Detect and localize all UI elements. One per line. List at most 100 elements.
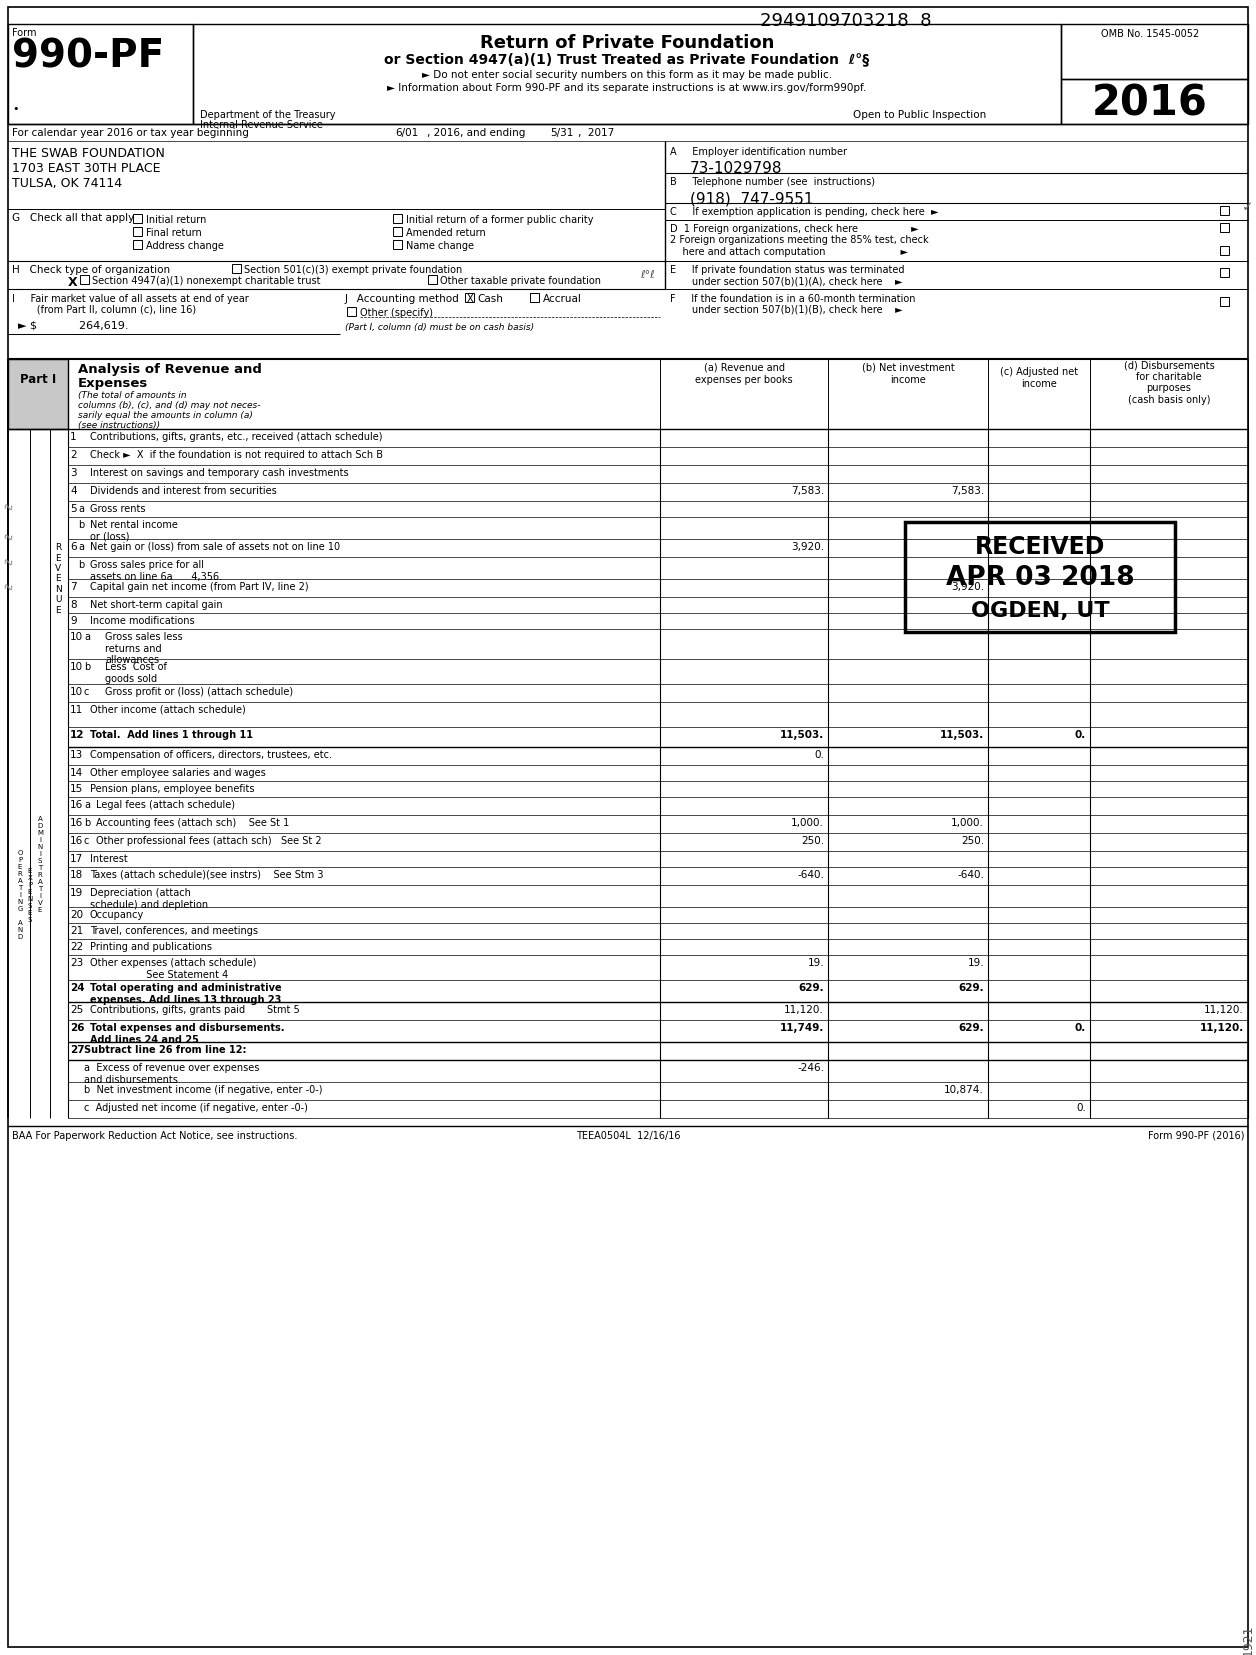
Text: b  Net investment income (if negative, enter -0-): b Net investment income (if negative, en… [84,1084,323,1094]
Bar [1220,268,1230,278]
Text: 19.: 19. [967,958,983,968]
Text: Other expenses (attach schedule)
                  See Statement 4: Other expenses (attach schedule) See Sta… [90,958,256,980]
Text: 1921: 1921 [1241,1624,1255,1655]
Text: (from Part II, column (c), line 16): (from Part II, column (c), line 16) [18,305,196,314]
Bar [8,25,193,124]
Text: Amended return: Amended return [406,228,486,238]
Text: Other employee salaries and wages: Other employee salaries and wages [90,768,266,778]
Text: 10: 10 [70,662,83,672]
Text: 10,874.: 10,874. [945,1084,983,1094]
Text: Name change: Name change [406,242,474,252]
Text: 7,583.: 7,583. [951,485,983,496]
Text: 3,920.: 3,920. [951,581,983,591]
Text: Gross rents: Gross rents [90,503,146,513]
Bar [193,25,1061,124]
Text: ✓: ✓ [1242,200,1253,213]
Bar [465,295,474,303]
Text: Contributions, gifts, grants paid       Stmt 5: Contributions, gifts, grants paid Stmt 5 [90,1005,300,1015]
Text: ► Do not enter social security numbers on this form as it may be made public.: ► Do not enter social security numbers o… [422,70,831,79]
Text: 3,920.: 3,920. [791,541,824,551]
Text: 3: 3 [70,468,77,478]
Text: a  Excess of revenue over expenses
and disbursements: a Excess of revenue over expenses and di… [84,1063,260,1084]
Text: 11,120.: 11,120. [784,1005,824,1015]
Text: 17: 17 [70,854,83,864]
Text: A     Employer identification number: A Employer identification number [669,147,847,157]
Text: Address change: Address change [146,242,224,252]
Text: H   Check type of organization: H Check type of organization [13,265,170,275]
Text: a: a [78,503,84,513]
Text: 15: 15 [70,783,83,793]
Text: 250.: 250. [961,836,983,846]
Text: Contributions, gifts, grants, etc., received (attach schedule): Contributions, gifts, grants, etc., rece… [90,432,383,442]
Text: Initial return: Initial return [146,215,206,225]
Text: 5: 5 [70,503,77,513]
Text: (d) Disbursements
for charitable
purposes
(cash basis only): (d) Disbursements for charitable purpose… [1124,359,1215,404]
Text: •: • [13,104,19,114]
Text: a: a [84,632,90,642]
Text: Less  Cost of
goods sold: Less Cost of goods sold [106,662,167,684]
Text: 73-1029798: 73-1029798 [690,161,782,175]
Text: under section 507(b)(1)(A), check here    ►: under section 507(b)(1)(A), check here ► [669,276,903,286]
Text: Department of the Treasury: Department of the Treasury [200,109,335,119]
Text: Gross sales less
returns and
allowances: Gross sales less returns and allowances [106,632,182,665]
Text: (c) Adjusted net
income: (c) Adjusted net income [1000,367,1078,389]
Text: c: c [84,687,89,697]
Text: 20: 20 [70,910,83,920]
Text: 8: 8 [70,599,77,609]
Text: -640.: -640. [798,869,824,879]
Text: 10: 10 [70,632,83,642]
Text: Form 990-PF (2016): Form 990-PF (2016) [1148,1130,1243,1140]
Text: Accrual: Accrual [543,295,582,305]
Text: Internal Revenue Service: Internal Revenue Service [200,119,323,131]
Text: 21: 21 [70,925,83,935]
Text: 4: 4 [70,485,77,496]
Text: ∿: ∿ [3,500,16,515]
Text: 2: 2 [70,450,77,460]
Bar [232,265,241,273]
Text: 13: 13 [70,750,83,760]
Text: 16: 16 [70,836,83,846]
Bar [530,295,539,303]
Text: 629.: 629. [958,1023,983,1033]
Text: RECEIVED: RECEIVED [975,535,1105,559]
Text: E
X
P
E
N
S
E
S: E X P E N S E S [28,867,33,922]
Text: 18: 18 [70,869,83,879]
Text: Other income (attach schedule): Other income (attach schedule) [90,705,246,715]
Text: 14: 14 [70,768,83,778]
Text: Gross profit or (loss) (attach schedule): Gross profit or (loss) (attach schedule) [106,687,293,697]
Text: Travel, conferences, and meetings: Travel, conferences, and meetings [90,925,257,935]
Text: 7: 7 [70,581,77,591]
Text: Taxes (attach schedule)(see instrs)    See Stm 3: Taxes (attach schedule)(see instrs) See … [90,869,324,879]
Text: b: b [78,559,84,569]
Text: Return of Private Foundation: Return of Private Foundation [480,35,774,51]
Text: Interest on savings and temporary cash investments: Interest on savings and temporary cash i… [90,468,349,478]
Text: 25: 25 [70,1005,83,1015]
Text: 22: 22 [70,942,83,952]
Text: G   Check all that apply: G Check all that apply [13,213,134,223]
Text: Capital gain net income (from Part IV, line 2): Capital gain net income (from Part IV, l… [90,581,309,591]
Text: TEEA0504L  12/16/16: TEEA0504L 12/16/16 [575,1130,681,1140]
Text: ∿: ∿ [3,579,16,596]
Bar [1220,298,1230,306]
Text: 11,749.: 11,749. [780,1023,824,1033]
Bar [393,228,402,237]
Text: F     If the foundation is in a 60-month termination: F If the foundation is in a 60-month ter… [669,295,916,305]
Text: a: a [84,799,90,809]
Text: ∿: ∿ [3,530,16,546]
Text: a: a [78,541,84,551]
Text: Net short-term capital gain: Net short-term capital gain [90,599,222,609]
Bar [347,308,355,316]
Bar [1061,79,1248,124]
Text: 16: 16 [70,799,83,809]
Text: X: X [467,295,474,305]
Text: Subtract line 26 from line 12:: Subtract line 26 from line 12: [84,1044,246,1054]
Bar [80,276,89,285]
Text: or Section 4947(a)(1) Trust Treated as Private Foundation  ℓ°§: or Section 4947(a)(1) Trust Treated as P… [384,51,869,66]
Text: b: b [78,520,84,530]
Text: O
P
E
R
A
T
I
N
G
 
A
N
D: O P E R A T I N G A N D [18,851,23,940]
Text: -246.: -246. [798,1063,824,1072]
Text: Accounting fees (attach sch)    See St 1: Accounting fees (attach sch) See St 1 [95,818,289,828]
Text: Total.  Add lines 1 through 11: Total. Add lines 1 through 11 [90,730,252,740]
Text: Interest: Interest [90,854,128,864]
Text: 11,120.: 11,120. [1205,1005,1243,1015]
